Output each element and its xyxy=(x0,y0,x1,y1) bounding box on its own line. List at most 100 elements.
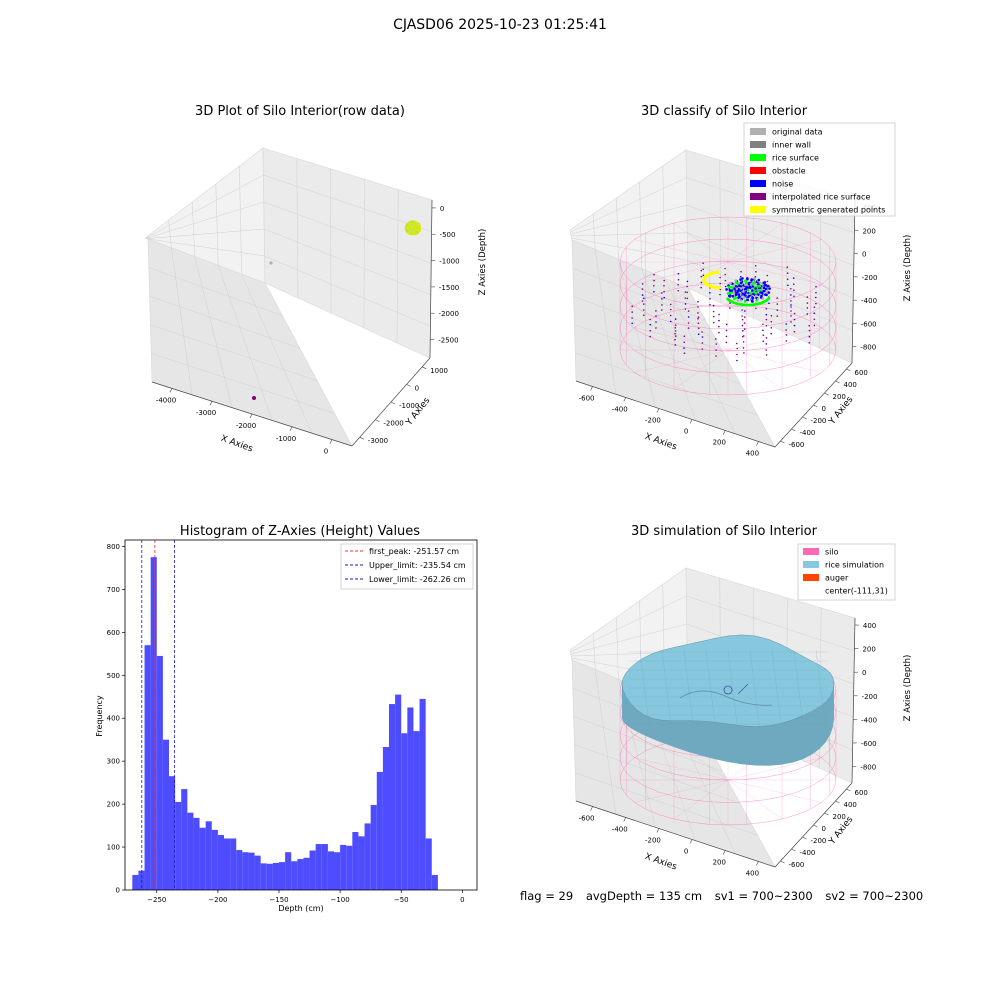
noise-point xyxy=(661,304,663,306)
silo-spoke xyxy=(673,261,729,302)
noise-point xyxy=(725,335,728,338)
histogram-bars xyxy=(132,557,438,890)
noise-point xyxy=(674,344,677,346)
data-point xyxy=(413,232,417,236)
grid-line xyxy=(150,324,318,382)
classified-point xyxy=(734,281,738,284)
classified-point xyxy=(766,284,770,288)
classified-point xyxy=(739,278,742,281)
grid-line xyxy=(263,201,432,264)
noise-point xyxy=(718,331,720,334)
histogram-bar xyxy=(272,862,279,890)
histogram-bar xyxy=(364,823,371,890)
classified-point xyxy=(737,296,740,299)
y-tick xyxy=(802,416,807,420)
noise-point xyxy=(649,323,652,326)
grid-line xyxy=(146,201,264,239)
classified-point xyxy=(732,284,736,288)
x-tick xyxy=(656,828,660,833)
y-tick xyxy=(813,404,818,408)
grid-line xyxy=(572,267,706,321)
noise-point xyxy=(765,318,768,321)
classified-point xyxy=(757,278,761,282)
noise-point xyxy=(653,290,655,293)
legend-item: first_peak: -251.57 cm xyxy=(345,547,459,556)
x-tick-label: -400 xyxy=(612,406,628,414)
z-axis-line xyxy=(429,199,433,359)
noise-point xyxy=(701,331,703,333)
z-axis-line xyxy=(851,199,856,364)
noise-point xyxy=(709,298,711,300)
avg-depth-value: avgDepth = 135 cm xyxy=(585,889,703,903)
legend-label: noise xyxy=(772,180,793,189)
grid-line xyxy=(570,595,687,653)
y-axis-label: Y Axies xyxy=(404,396,433,429)
noise-point xyxy=(736,347,738,350)
classified-point xyxy=(742,293,746,296)
y-tick-label: 0 xyxy=(116,887,120,895)
x-tick-label: -400 xyxy=(612,826,628,834)
silo-spoke xyxy=(727,261,822,285)
classified-point xyxy=(728,294,731,298)
noise-point xyxy=(643,314,645,317)
legend-swatch-auger xyxy=(803,574,819,581)
histogram-bar xyxy=(382,746,389,890)
x-tick xyxy=(689,419,693,424)
legend-swatch-interpolated-rice-surface xyxy=(750,193,766,200)
noise-point xyxy=(669,320,672,323)
noise-point xyxy=(697,322,700,325)
z-tick-label: 0 xyxy=(862,669,866,677)
noise-point xyxy=(776,315,779,318)
noise-point xyxy=(718,325,720,328)
data-point xyxy=(414,221,418,225)
noise-point xyxy=(687,310,690,312)
grid-line xyxy=(145,174,264,239)
axis-ticks: -4000 -3000 -2000 -1000 0 1000 0 -1000 -2000 -300… xyxy=(156,205,460,456)
y-tick-label: 1000 xyxy=(430,367,448,375)
histogram-bar xyxy=(413,731,420,890)
y-tick-label: 600 xyxy=(855,369,868,377)
classified-point xyxy=(743,300,747,303)
y-tick xyxy=(846,368,851,372)
noise-point xyxy=(697,301,699,303)
data-point xyxy=(405,223,409,227)
noise-point xyxy=(742,347,745,349)
data-point xyxy=(252,396,256,400)
noise-point xyxy=(719,282,721,285)
classified-point xyxy=(739,287,743,290)
z-axis-label: Z Axies (Depth) xyxy=(478,229,488,296)
noise-point xyxy=(806,296,809,298)
grid-line xyxy=(592,213,596,250)
noise-point xyxy=(736,353,738,356)
x-tick-label: -200 xyxy=(645,837,661,845)
grid-line xyxy=(147,238,265,257)
x-tick-label: -600 xyxy=(579,395,595,403)
noise-point xyxy=(793,283,795,286)
rice-simulation-surface xyxy=(621,634,835,766)
noise-point xyxy=(715,355,717,357)
histogram-bar xyxy=(224,838,231,890)
classified-point xyxy=(739,299,743,302)
histogram-bar xyxy=(340,844,347,890)
grid-line xyxy=(571,237,688,261)
noise-point xyxy=(765,343,768,345)
y-tick xyxy=(780,440,785,444)
noise-point xyxy=(787,284,789,287)
noise-point xyxy=(739,275,742,278)
noise-point xyxy=(762,340,764,343)
classified-point xyxy=(749,292,753,295)
noise-point xyxy=(655,315,657,317)
x-tick-label: −50 xyxy=(394,896,409,904)
grid-line xyxy=(264,228,431,296)
classified-point xyxy=(744,291,747,294)
z-tick-label: -1000 xyxy=(439,258,459,266)
z-axis-line xyxy=(851,617,856,784)
y-tick-label: 500 xyxy=(107,672,120,680)
classified-point xyxy=(755,291,758,295)
y-axis-label: Frequency xyxy=(95,695,104,737)
z-tick-label: -400 xyxy=(861,716,877,724)
x-tick xyxy=(756,441,759,446)
y-tick xyxy=(846,788,851,792)
noise-point xyxy=(649,329,652,332)
noise-point xyxy=(686,297,689,300)
